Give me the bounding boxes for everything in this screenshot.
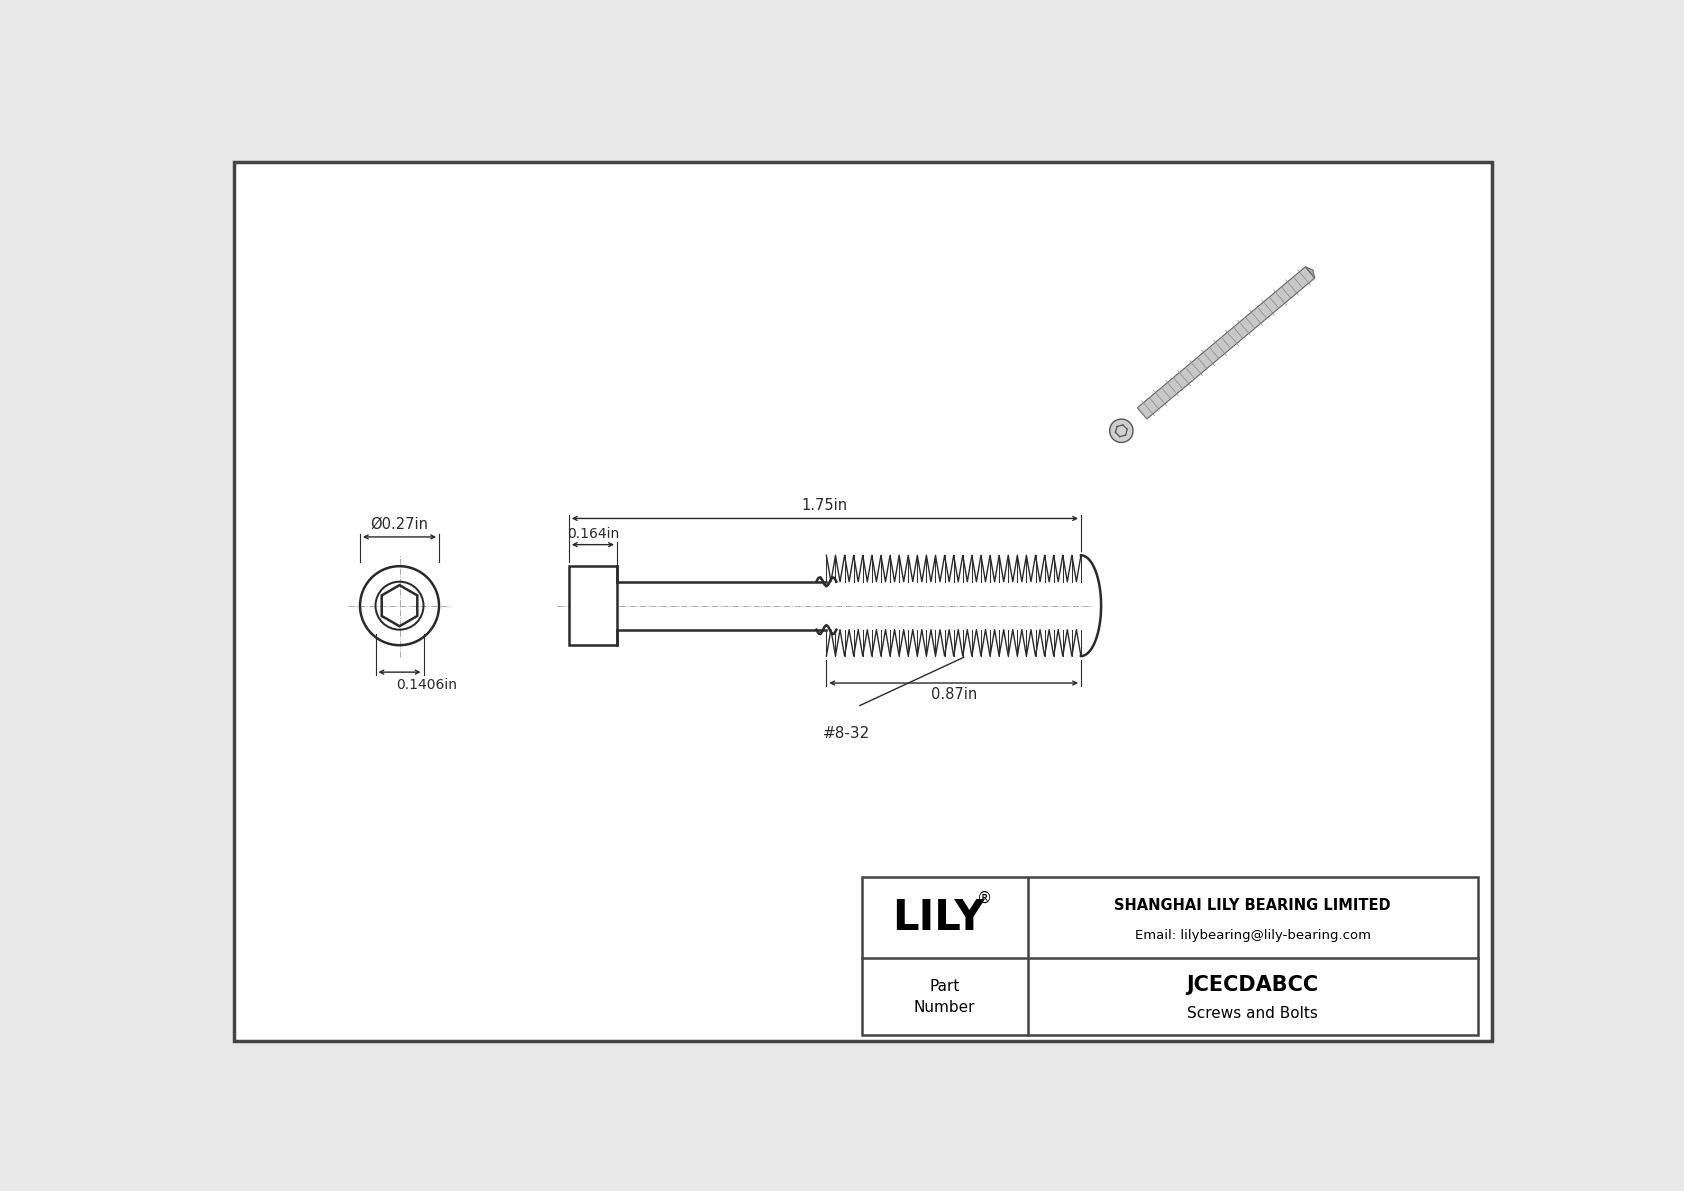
- Polygon shape: [1305, 267, 1315, 278]
- Text: JCECDABCC: JCECDABCC: [1187, 974, 1319, 994]
- Text: Ø0.27in: Ø0.27in: [370, 517, 428, 531]
- Text: 0.87in: 0.87in: [931, 687, 977, 701]
- Text: Screws and Bolts: Screws and Bolts: [1187, 1006, 1319, 1022]
- Text: 1.75in: 1.75in: [802, 498, 849, 513]
- Text: Email: lilybearing@lily-bearing.com: Email: lilybearing@lily-bearing.com: [1135, 929, 1371, 942]
- Text: 0.164in: 0.164in: [568, 526, 620, 541]
- Polygon shape: [1137, 267, 1315, 419]
- Bar: [569, 566, 616, 646]
- Text: #8-32: #8-32: [822, 727, 871, 741]
- Text: Part
Number: Part Number: [914, 979, 975, 1015]
- Text: ®: ®: [977, 891, 992, 906]
- Text: 0.1406in: 0.1406in: [396, 678, 456, 692]
- Text: SHANGHAI LILY BEARING LIMITED: SHANGHAI LILY BEARING LIMITED: [1115, 898, 1391, 913]
- Circle shape: [1110, 419, 1133, 443]
- Bar: [862, 878, 1477, 1035]
- Text: LILY: LILY: [893, 897, 985, 939]
